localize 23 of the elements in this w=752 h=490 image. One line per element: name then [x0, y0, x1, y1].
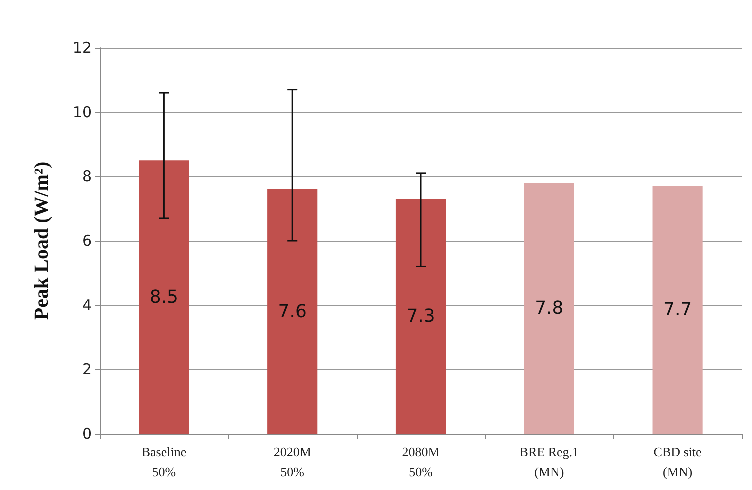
y-tick-label: 2	[82, 360, 92, 379]
bar	[139, 160, 190, 434]
bar	[268, 190, 318, 434]
data-label: 7.8	[535, 298, 564, 320]
x-tick-label: Baseline 50%	[142, 444, 187, 480]
y-tick-label: 10	[72, 103, 92, 122]
x-tick-label: 2020M 50%	[274, 444, 312, 480]
y-tick-label: 8	[82, 168, 92, 186]
y-tick-label: 6	[82, 232, 92, 250]
y-axis-title: Peak Load (W/m²)	[31, 162, 53, 320]
bar	[396, 199, 446, 434]
x-tick-label: 2080M 50%	[402, 444, 440, 480]
x-tick-label: BRE Reg.1 (MN)	[520, 444, 580, 480]
bar	[652, 186, 703, 434]
x-tick-label: CBD site (MN)	[654, 444, 702, 480]
data-label: 7.3	[406, 306, 436, 328]
data-label: 7.6	[278, 301, 307, 322]
y-tick-label: 12	[72, 39, 92, 57]
bar	[524, 183, 574, 434]
data-label: 8.5	[150, 286, 179, 308]
y-tick-label: 0	[82, 425, 92, 443]
y-tick-label: 4	[82, 296, 92, 314]
data-label: 7.7	[663, 300, 692, 321]
